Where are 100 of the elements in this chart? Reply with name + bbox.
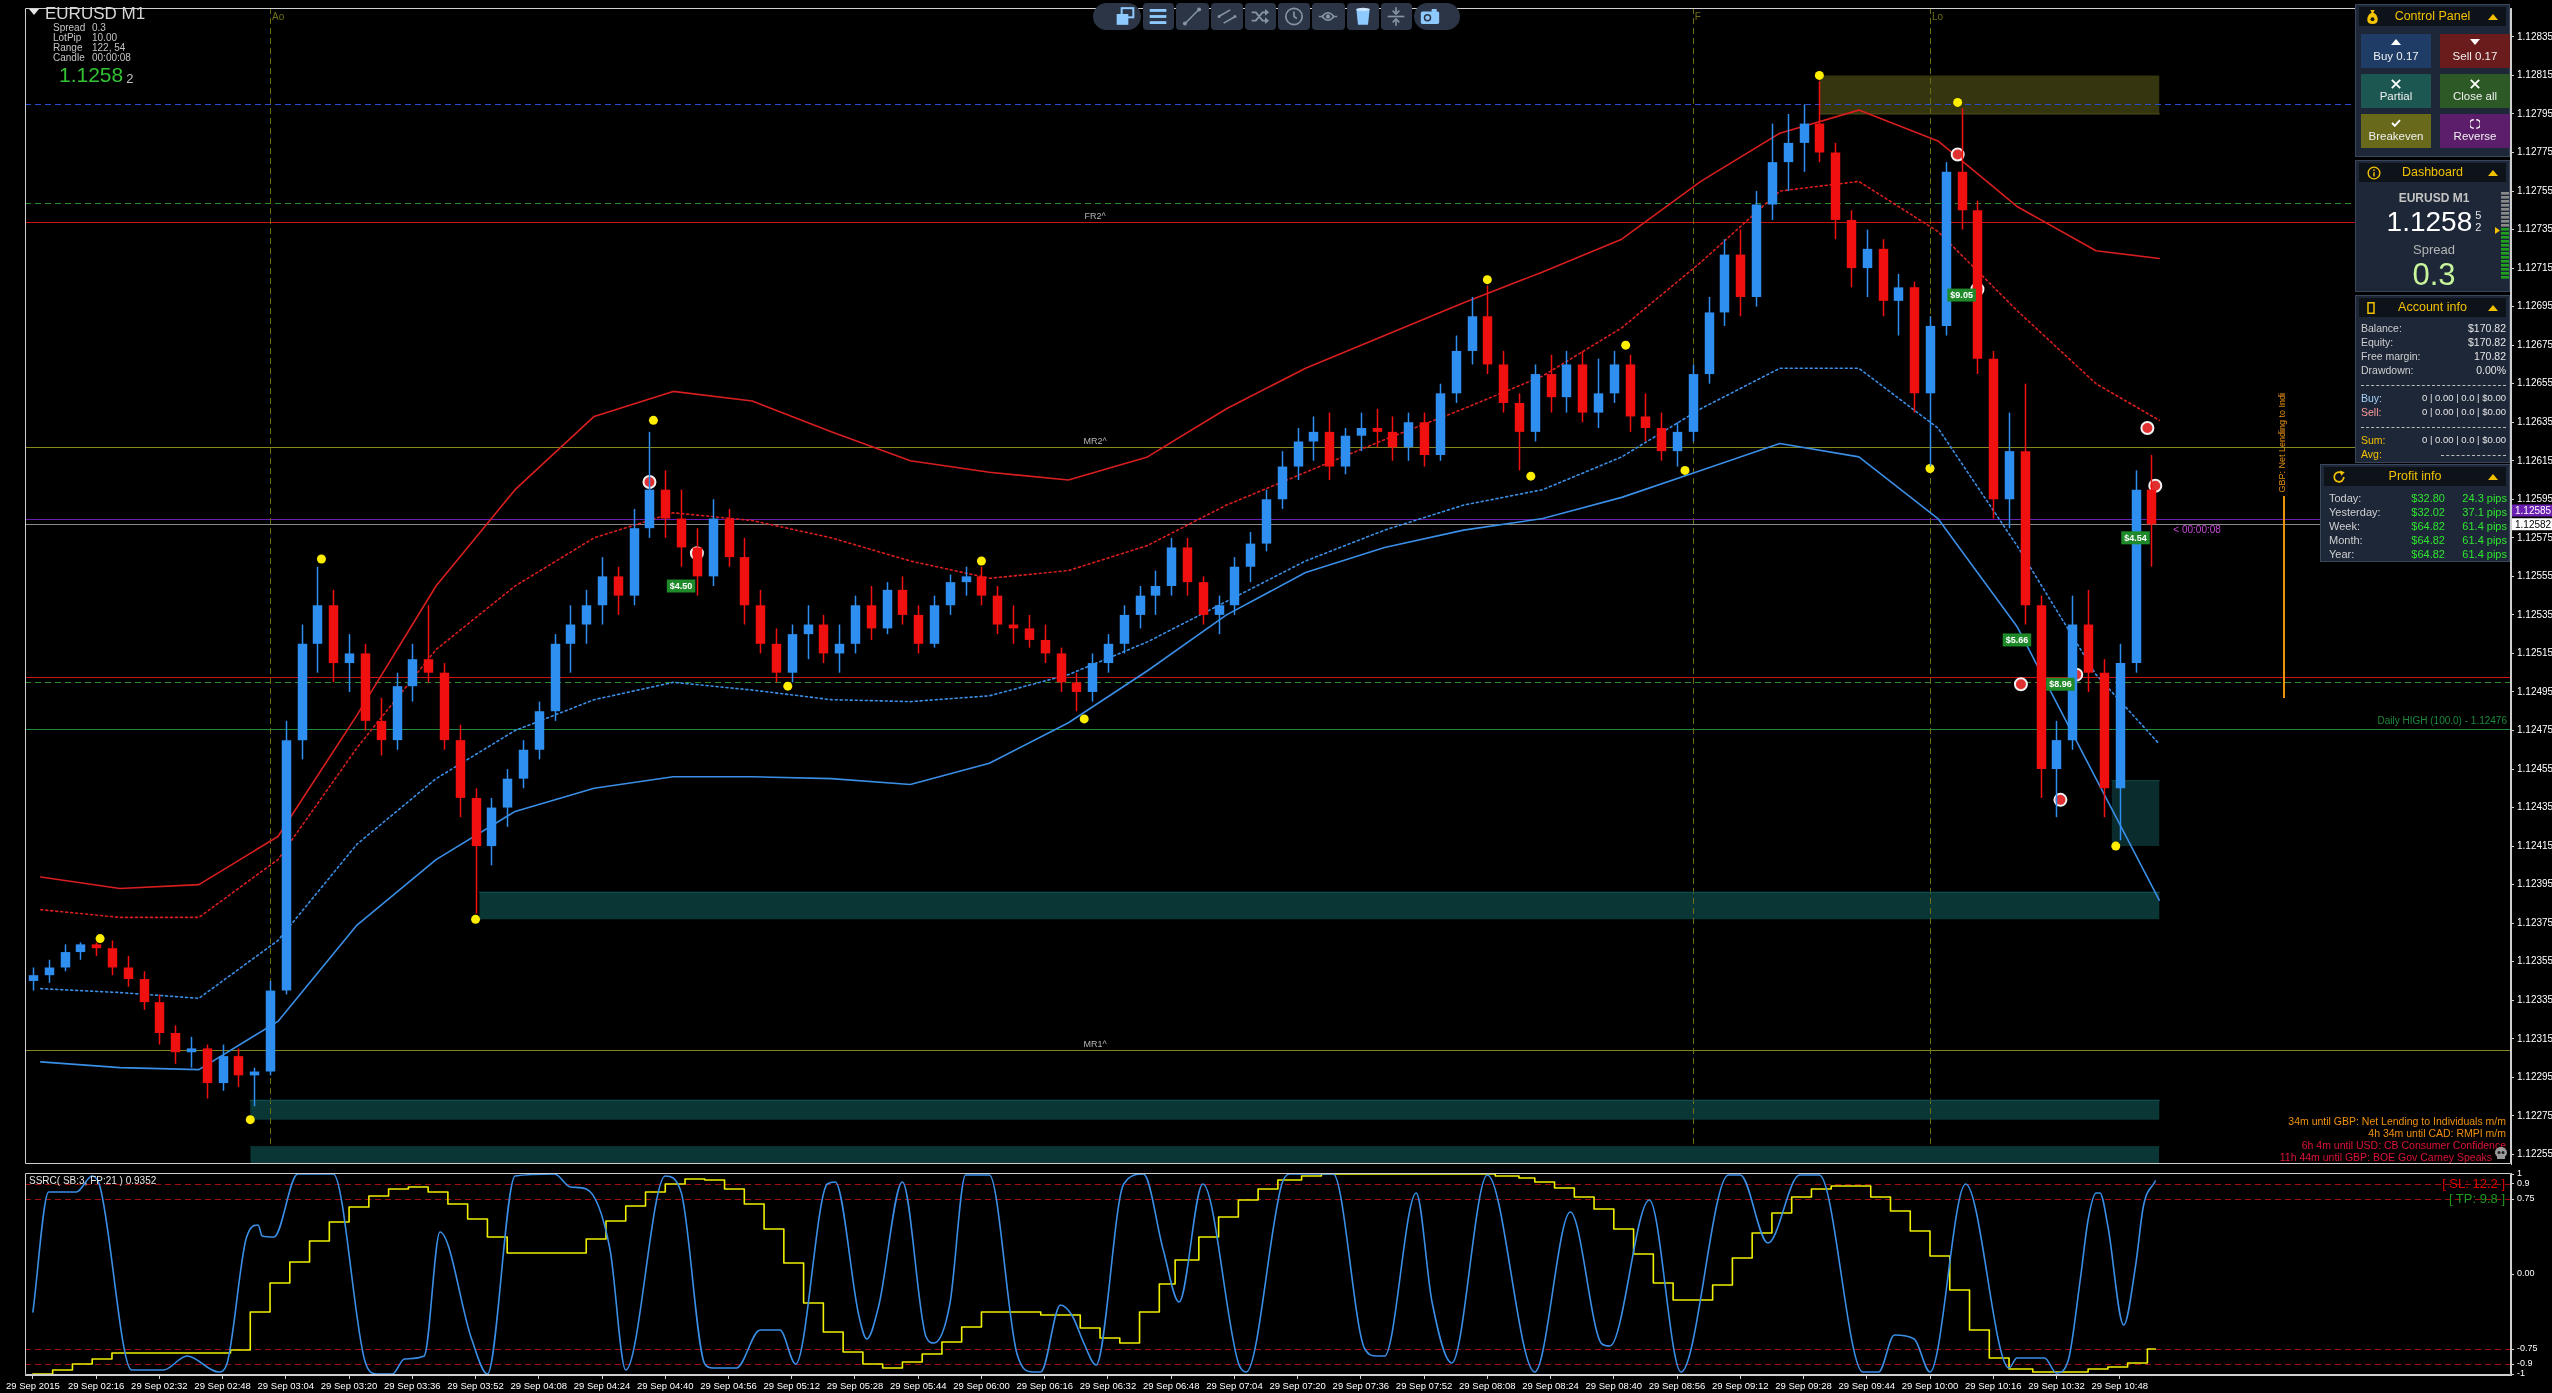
annotation: Month: — [2329, 534, 2363, 546]
buy-button: Buy 0.17 — [2361, 34, 2431, 68]
annotation: 6h 4m until USD: CB Consumer Confidence — [2301, 1139, 2506, 1151]
close-all-button: Close all — [2440, 74, 2510, 108]
y-tick-label: 0.9 — [2517, 1178, 2530, 1189]
y-tick-label: 1.12695 — [2517, 300, 2552, 312]
y-tick-label: 1.12575 — [2517, 531, 2552, 543]
x-tick-label: 29 Sep 03:20 — [320, 1380, 378, 1392]
y-tick-label: 0.75 — [2517, 1193, 2535, 1204]
y-tick-label: 1.12595 — [2517, 493, 2552, 505]
y-tick-label: 1.12535 — [2517, 608, 2552, 620]
x-tick-label: 29 Sep 08:24 — [1522, 1380, 1579, 1392]
x-tick-label: 29 Sep 10:32 — [2028, 1380, 2085, 1392]
y-tick-label: 1.12435 — [2517, 801, 2552, 813]
annotation: Sell 0.17 — [2452, 50, 2498, 63]
annotation: 0.3 — [92, 22, 106, 33]
annotation: $170.82 — [2468, 322, 2506, 334]
annotation: 1.1258 — [2386, 206, 2473, 237]
annotation: 0.3 — [2412, 257, 2456, 292]
x-tick-label: 29 Sep 07:04 — [1206, 1380, 1263, 1392]
y-tick-label: 1.12555 — [2517, 570, 2552, 582]
x-tick-label: 29 Sep 07:36 — [1332, 1380, 1390, 1392]
text: Account info — [2398, 300, 2467, 314]
y-tick-label: 1.12415 — [2517, 839, 2552, 851]
x-tick-label: 29 Sep 08:40 — [1585, 1380, 1643, 1392]
annotation: 4h 34m until CAD: RMPI m/m — [2368, 1127, 2506, 1139]
annotation: Partial — [2379, 90, 2413, 103]
annotation: Avg: — [2361, 448, 2382, 460]
x-tick-label: 29 Sep 04:24 — [573, 1380, 631, 1392]
y-tick-label: 1 — [2517, 1168, 2523, 1179]
ref-line-label: 1.12582 — [2515, 518, 2552, 530]
annotation: < 00:00:08 — [2173, 524, 2221, 536]
x-tick-label: 29 Sep 06:48 — [1142, 1380, 1200, 1392]
y-tick-label: 1.12495 — [2517, 685, 2552, 697]
annotation: $8.96 — [2049, 679, 2072, 690]
annotation: Year: — [2329, 548, 2355, 560]
x-tick-label: 29 Sep 03:52 — [447, 1380, 504, 1392]
y-tick-label: 0.00 — [2517, 1268, 2535, 1279]
x-tick-label: 29 Sep 09:12 — [1712, 1380, 1769, 1392]
annotation: $9.05 — [1950, 290, 1973, 301]
x-tick-label: 29 Sep 07:20 — [1269, 1380, 1326, 1392]
x-tick-label: 29 Sep 06:00 — [953, 1380, 1010, 1392]
annotation: 61.4 pips — [2462, 520, 2507, 532]
y-tick-label: 1.12635 — [2517, 415, 2552, 427]
reverse-button: Reverse — [2440, 114, 2510, 148]
breakeven-button: Breakeven — [2361, 114, 2431, 148]
y-tick-label: -0.75 — [2517, 1343, 2538, 1354]
y-tick-label: 1.12395 — [2517, 878, 2552, 890]
y-tick-label: 1.12375 — [2517, 916, 2552, 928]
y-tick-label: 1.12335 — [2517, 993, 2552, 1005]
annotation: 00:00:08 — [92, 52, 131, 63]
annotation: 0 | 0.00 | 0.0 | $0.00 — [2422, 392, 2506, 403]
partial-close-button: Partial — [2361, 74, 2431, 108]
x-tick-label: 29 Sep 10:00 — [1901, 1380, 1959, 1392]
ref-line-label: Ao — [272, 10, 285, 22]
annotation: Drawdown: — [2361, 364, 2414, 376]
y-tick-label: 1.12795 — [2517, 107, 2552, 119]
annotation: 1.1258 — [59, 63, 124, 86]
annotation: Spread — [53, 22, 86, 33]
annotation: 2 — [2475, 221, 2482, 234]
annotation: $64.82 — [2411, 520, 2445, 532]
annotation: Yesterday: — [2329, 506, 2381, 518]
x-tick-label: 29 Sep 04:56 — [700, 1380, 757, 1392]
annotation: Buy 0.17 — [2373, 50, 2419, 63]
annotation: Buy: — [2361, 392, 2383, 404]
annotation: 61.4 pips — [2462, 534, 2507, 546]
y-tick-label: 1.12735 — [2517, 223, 2552, 235]
x-tick-label: 29 Sep 06:16 — [1016, 1380, 1073, 1392]
x-tick-label: 29 Sep 10:48 — [2091, 1380, 2148, 1392]
annotation: 0 | 0.00 | 0.0 | $0.00 — [2422, 434, 2506, 445]
sell-button: Sell 0.17 — [2440, 34, 2510, 68]
ref-line-label: Lo — [1932, 10, 1944, 22]
x-tick-label: 29 Sep 2015 — [5, 1380, 60, 1392]
x-tick-label: 29 Sep 06:32 — [1079, 1380, 1137, 1392]
x-tick-label: 29 Sep 07:52 — [1395, 1380, 1453, 1392]
annotation: Sum: — [2361, 434, 2386, 446]
x-tick-label: 29 Sep 05:12 — [763, 1380, 821, 1392]
annotation: Balance: — [2361, 322, 2402, 334]
annotation: Free margin: — [2361, 350, 2421, 362]
x-tick-label: 29 Sep 02:32 — [131, 1380, 188, 1392]
annotation: 0 | 0.00 | 0.0 | $0.00 — [2422, 406, 2506, 417]
text: Profit info — [2388, 469, 2442, 483]
annotation: 24.3 pips — [2462, 492, 2507, 504]
y-tick-label: 1.12275 — [2517, 1109, 2552, 1121]
annotation: 34m until GBP: Net Lending to Individuals m/m — [2288, 1115, 2506, 1127]
x-tick-label: 29 Sep 09:28 — [1775, 1380, 1832, 1392]
annotation: Today: — [2329, 492, 2362, 504]
y-tick-label: 1.12775 — [2517, 146, 2552, 158]
text: Dashboard — [2401, 165, 2464, 179]
annotation: [ TP: 9.8 ] — [2448, 1191, 2505, 1206]
annotation: Reverse — [2453, 130, 2497, 143]
y-tick-label: 1.12675 — [2517, 338, 2552, 350]
ref-line-label: FR2^ — [1084, 210, 1107, 221]
annotation: [ SL: 12.2 ] — [2442, 1176, 2505, 1191]
annotation: 122, 54 — [92, 42, 126, 53]
x-tick-label: 29 Sep 05:44 — [889, 1380, 947, 1392]
y-tick-label: 1.12515 — [2517, 647, 2552, 659]
x-tick-label: 29 Sep 03:04 — [257, 1380, 315, 1392]
y-tick-label: 1.12815 — [2517, 69, 2552, 81]
annotation: 170.82 — [2473, 350, 2506, 362]
